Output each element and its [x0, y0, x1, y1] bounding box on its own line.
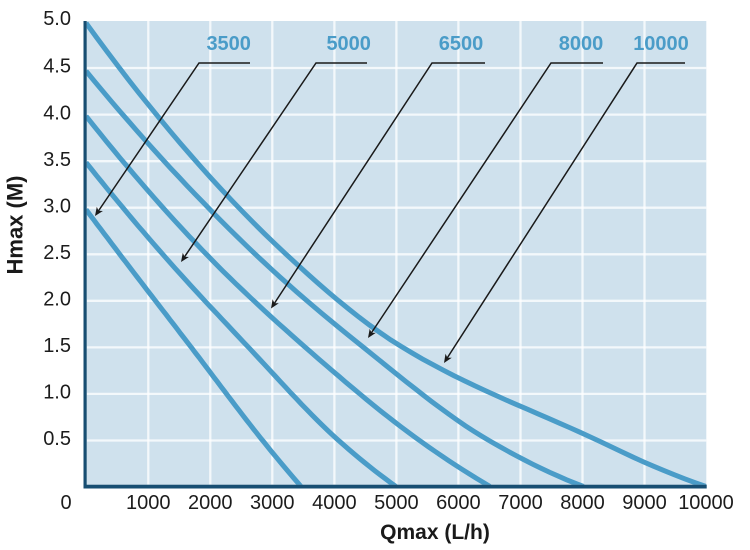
svg-text:8000: 8000 [560, 492, 605, 514]
svg-text:7000: 7000 [498, 492, 543, 514]
svg-text:5000: 5000 [326, 33, 371, 55]
svg-text:10000: 10000 [633, 33, 689, 55]
svg-text:1.5: 1.5 [43, 335, 71, 357]
svg-text:2000: 2000 [188, 492, 233, 514]
svg-text:2.5: 2.5 [43, 242, 71, 264]
svg-text:8000: 8000 [559, 33, 604, 55]
svg-text:3000: 3000 [250, 492, 295, 514]
svg-text:1.0: 1.0 [43, 381, 71, 403]
svg-text:Hmax (M): Hmax (M) [3, 175, 28, 274]
svg-text:6000: 6000 [436, 492, 481, 514]
svg-text:5000: 5000 [374, 492, 419, 514]
svg-text:3.5: 3.5 [43, 149, 71, 171]
svg-text:0.5: 0.5 [43, 428, 71, 450]
svg-text:4000: 4000 [312, 492, 357, 514]
svg-text:2.0: 2.0 [43, 288, 71, 310]
svg-text:0: 0 [60, 492, 71, 514]
svg-text:9000: 9000 [622, 492, 667, 514]
svg-text:5.0: 5.0 [43, 8, 71, 30]
svg-text:4.5: 4.5 [43, 56, 71, 78]
svg-text:Qmax (L/h): Qmax (L/h) [380, 521, 490, 544]
svg-text:3500: 3500 [206, 33, 251, 55]
svg-text:3.0: 3.0 [43, 195, 71, 217]
svg-text:10000: 10000 [678, 492, 734, 514]
svg-text:1000: 1000 [126, 492, 171, 514]
svg-text:4.0: 4.0 [43, 102, 71, 124]
svg-text:6500: 6500 [439, 33, 484, 55]
